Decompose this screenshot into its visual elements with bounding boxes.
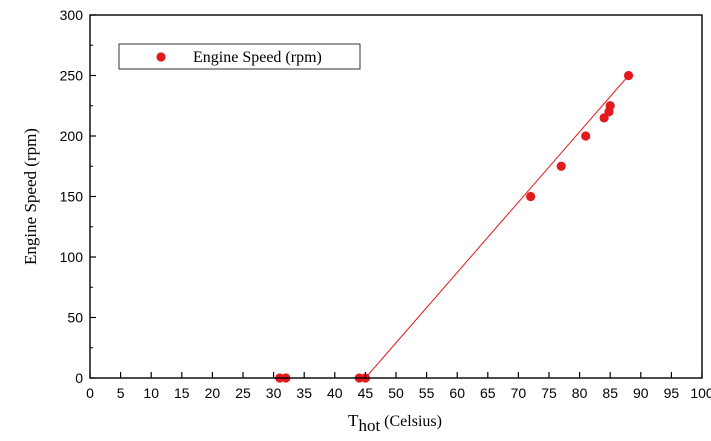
plot-area <box>275 70 634 383</box>
x-tick-label: 90 <box>633 385 649 401</box>
plot-frame <box>89 14 703 379</box>
x-tick-label: 15 <box>174 385 190 401</box>
legend-marker <box>156 52 166 62</box>
x-tick-label: 100 <box>690 385 711 401</box>
x-tick-label: 0 <box>86 385 94 401</box>
data-point <box>556 161 566 171</box>
y-tick-label: 200 <box>60 128 84 144</box>
x-tick-label: 20 <box>205 385 221 401</box>
legend: Engine Speed (rpm) <box>118 43 361 70</box>
x-axis-title: Thot (Celsius) <box>348 411 442 435</box>
x-tick-label: 60 <box>449 385 465 401</box>
axes: 0 50 100 150 200 250 300 0 5 10 15 20 25 30 35 40 45 50 55… <box>60 7 711 401</box>
x-axis-title-subscript: hot <box>358 416 380 435</box>
x-tick-label: 10 <box>143 385 159 401</box>
data-point <box>623 70 634 81</box>
data-point <box>581 131 591 141</box>
x-axis-title-main: T <box>348 411 359 430</box>
x-tick-label: 40 <box>327 385 343 401</box>
x-tick-label: 50 <box>388 385 404 401</box>
x-tick-label: 85 <box>602 385 618 401</box>
x-tick-label: 80 <box>572 385 588 401</box>
legend-label: Engine Speed (rpm) <box>193 49 322 66</box>
x-axis-title-unit: (Celsius) <box>380 413 442 430</box>
x-tick-label: 45 <box>358 385 374 401</box>
x-tick-label: 5 <box>117 385 125 401</box>
axis-titles: Engine Speed (rpm) Thot (Celsius) <box>21 128 442 435</box>
x-tick-label: 55 <box>419 385 435 401</box>
x-tick-label: 30 <box>266 385 282 401</box>
x-tick-label: 95 <box>664 385 680 401</box>
x-tick-label: 70 <box>511 385 527 401</box>
y-tick-label: 300 <box>60 7 84 23</box>
y-tick-label: 0 <box>75 370 83 386</box>
y-tick-label: 150 <box>60 189 84 205</box>
x-tick-label: 75 <box>541 385 557 401</box>
x-tick-label: 25 <box>235 385 251 401</box>
y-axis-title: Engine Speed (rpm) <box>21 128 40 265</box>
legend-box <box>118 43 361 70</box>
y-tick-label: 100 <box>60 249 84 265</box>
x-tick-label: 65 <box>480 385 496 401</box>
data-point <box>526 191 536 202</box>
y-tick-label: 50 <box>67 310 83 326</box>
x-tick-label: 35 <box>296 385 312 401</box>
data-point <box>605 101 615 111</box>
y-tick-label: 250 <box>60 68 84 84</box>
fit-line <box>365 75 629 379</box>
